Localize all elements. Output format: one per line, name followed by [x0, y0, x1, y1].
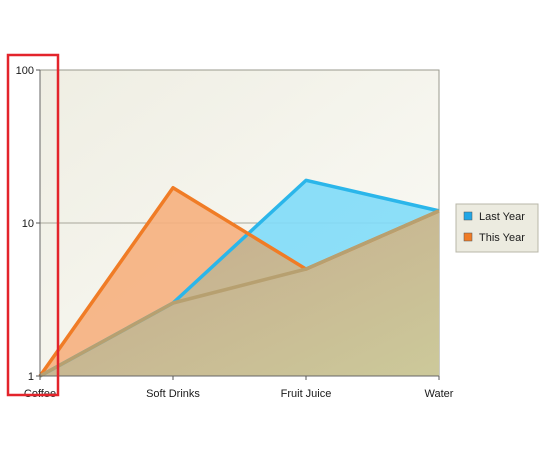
legend: Last Year This Year: [455, 203, 539, 253]
line-overlap: [39, 209, 440, 378]
y-tick-label: 10: [22, 218, 34, 230]
legend-label-this-year: This Year: [479, 232, 525, 244]
x-tick-label: Soft Drinks: [146, 388, 200, 400]
y-tick-label: 1: [28, 371, 34, 383]
legend-swatch-this-year: [463, 232, 473, 242]
x-tick-label: Fruit Juice: [281, 388, 332, 400]
highlight-box: [6, 53, 60, 397]
legend-swatch-last-year: [463, 211, 473, 221]
axes: [36, 69, 440, 380]
area-overlap: [40, 187, 439, 376]
legend-label-last-year: Last Year: [479, 211, 525, 223]
series-areas: [38, 178, 440, 378]
x-tick-label: Water: [425, 388, 454, 400]
y-tick-label: 100: [16, 65, 34, 77]
